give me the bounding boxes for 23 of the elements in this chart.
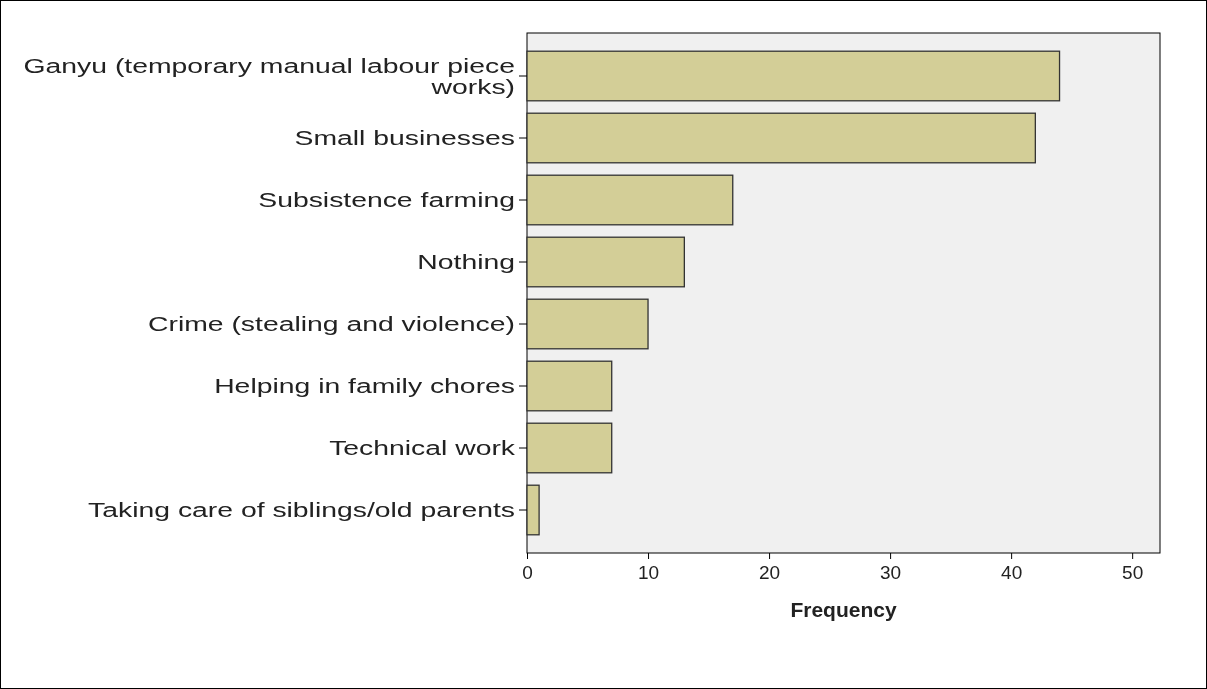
bar [526,236,685,288]
bar [526,112,1036,164]
bar [526,422,613,474]
y-tick-label: Nothing [417,249,515,274]
y-tick-label: Helping in family chores [214,373,515,398]
y-tick-label: Subsistence farming [258,187,515,212]
x-tick-label: 20 [758,562,781,584]
bar [526,298,649,350]
x-tick-label: 10 [637,562,660,584]
bar [526,50,1061,102]
x-axis-title: Frequency [790,598,897,621]
bar [526,360,613,412]
x-tick-label: 0 [522,562,533,584]
y-tick-label: Ganyu (temporary manual labour piece works) [23,53,515,99]
x-tick-label: 40 [1001,562,1023,584]
y-tick-label: Small businesses [294,125,515,150]
x-tick-label: 50 [1122,562,1144,584]
y-tick-label: Taking care of siblings/old parents [88,497,515,522]
bar [526,174,734,226]
y-tick-label: Crime (stealing and violence) [148,311,515,336]
y-tick-label: Technical work [329,435,516,460]
bar [526,484,540,536]
x-tick-label: 30 [880,562,902,584]
